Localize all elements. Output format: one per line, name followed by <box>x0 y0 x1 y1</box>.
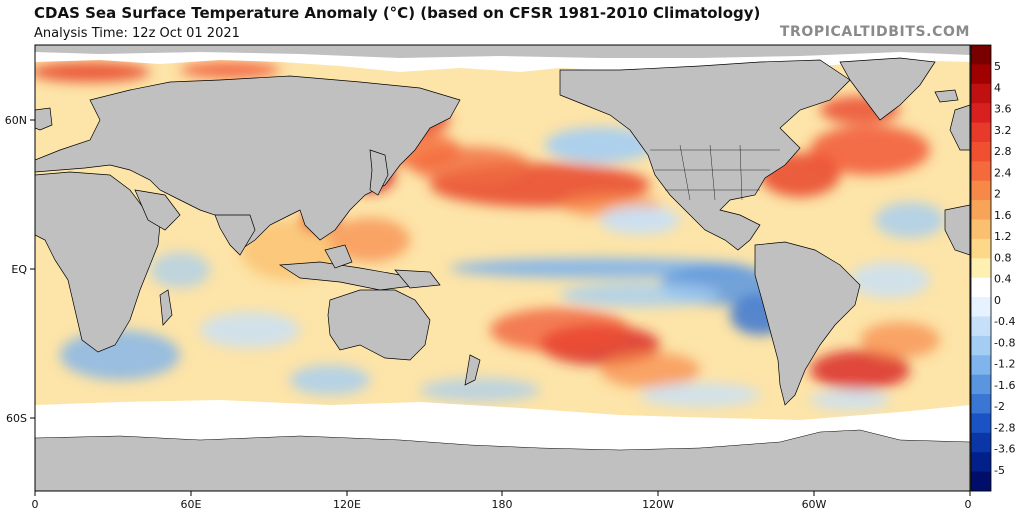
colorbar-swatch <box>971 277 991 298</box>
british-isles <box>35 107 53 131</box>
arctic-sea-ice <box>35 45 970 58</box>
x-tick-label: 180 <box>492 498 513 511</box>
arabia <box>134 189 181 231</box>
colorbar-label: -5 <box>994 464 1005 477</box>
africa <box>35 171 161 353</box>
south-america <box>754 241 861 406</box>
colorbar-label: -2 <box>994 400 1005 413</box>
colorbar-swatch <box>971 335 991 356</box>
new-guinea <box>394 269 441 289</box>
eurasia <box>35 75 461 251</box>
colorbar-label: -1.6 <box>994 379 1015 392</box>
colorbar-swatch <box>971 238 991 259</box>
new-zealand <box>464 354 481 386</box>
x-tick-label: 60E <box>181 498 202 511</box>
colorbar-swatch <box>971 432 991 453</box>
india <box>214 214 256 256</box>
colorbar-label: 2 <box>994 188 1001 201</box>
colorbar-label: 1.2 <box>994 230 1012 243</box>
colorbar-swatch <box>971 103 991 123</box>
x-tick-label: 120E <box>333 498 361 511</box>
colorbar-label: 3.2 <box>994 124 1012 137</box>
colorbar-swatch <box>971 258 991 279</box>
colorbar-swatch <box>971 219 991 240</box>
colorbar: 5 4 3.6 3.2 2.8 2.4 2 1.6 1.2 0.8 0.4 0 -0.4 -0.8 -1.2… <box>970 44 1015 492</box>
colorbar-label: 2.4 <box>994 166 1012 179</box>
colorbar-swatch <box>971 64 991 85</box>
colorbar-label: -0.4 <box>994 315 1015 328</box>
y-tick-label: EQ <box>11 263 27 276</box>
colorbar-label: 0.8 <box>994 251 1012 264</box>
colorbar-swatch <box>971 452 991 473</box>
north-america <box>559 59 851 251</box>
map-area <box>35 45 970 491</box>
colorbar-swatch <box>971 161 991 182</box>
australia <box>327 289 431 361</box>
colorbar-label: -1.2 <box>994 358 1015 371</box>
analysis-time: Analysis Time: 12z Oct 01 2021 <box>34 26 240 41</box>
colorbar-label: 1.6 <box>994 209 1012 222</box>
us-state-lines <box>650 144 780 201</box>
colorbar-swatch <box>971 297 991 317</box>
y-tick-label: 60S <box>6 412 27 425</box>
colorbar-swatch <box>971 394 991 414</box>
colorbar-swatch <box>971 122 991 143</box>
greenland <box>839 57 936 121</box>
watermark: TROPICALTIDBITS.COM <box>779 24 970 40</box>
colorbar-swatch <box>971 141 991 162</box>
colorbar-label: 2.8 <box>994 145 1012 158</box>
madagascar <box>159 289 173 326</box>
colorbar-swatch <box>971 180 991 201</box>
colorbar-swatch <box>971 83 991 104</box>
europe-wrap <box>949 104 970 151</box>
colorbar-swatch <box>971 316 991 337</box>
colorbar-label: 5 <box>994 60 1001 73</box>
y-tick-label: 60N <box>5 114 27 127</box>
colorbar-label: 0.4 <box>994 273 1012 286</box>
map-title: CDAS Sea Surface Temperature Anomaly (°C… <box>34 4 761 22</box>
x-tick-label: 60W <box>802 498 827 511</box>
colorbar-label: -3.6 <box>994 443 1015 456</box>
colorbar-swatch <box>971 200 991 220</box>
japan <box>369 149 389 196</box>
x-tick-label: 0 <box>965 498 972 511</box>
colorbar-swatch <box>971 355 991 376</box>
colorbar-label: -2.8 <box>994 421 1015 434</box>
antarctica-land <box>35 429 970 491</box>
colorbar-swatch <box>971 374 991 395</box>
colorbar-label: 3.6 <box>994 103 1012 116</box>
colorbar-frame <box>970 44 992 492</box>
x-tick-label: 0 <box>32 498 39 511</box>
land-masses <box>35 57 970 406</box>
x-tick-label: 120W <box>642 498 674 511</box>
colorbar-swatch <box>971 45 991 65</box>
colorbar-label: -0.8 <box>994 336 1015 349</box>
africa-wrap <box>944 204 970 256</box>
iceland <box>934 89 959 103</box>
borneo <box>324 244 353 269</box>
y-axis: 60N EQ 60S <box>5 114 35 425</box>
colorbar-swatch <box>971 413 991 434</box>
colorbar-label: 4 <box>994 82 1001 95</box>
colorbar-swatch <box>971 471 991 492</box>
colorbar-label: 0 <box>994 294 1001 307</box>
x-axis: 0 60E 120E 180 120W 60W 0 <box>32 491 972 511</box>
